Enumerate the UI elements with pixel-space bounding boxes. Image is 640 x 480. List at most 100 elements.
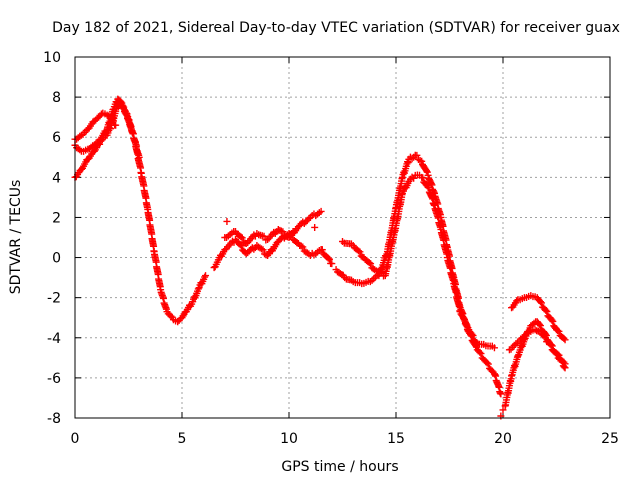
trace-mark <box>553 350 561 358</box>
trace-mark <box>476 348 484 356</box>
trace-mark <box>305 215 313 223</box>
trace-mark <box>299 243 307 251</box>
data-point <box>561 364 569 372</box>
trace-mark <box>548 316 556 324</box>
trace-mark <box>325 255 333 263</box>
trace-mark <box>108 116 116 124</box>
trace-mark <box>259 246 267 254</box>
trace-mark <box>468 330 476 338</box>
trace-mark <box>523 329 531 337</box>
trace-mark <box>483 359 491 367</box>
trace-mark <box>413 151 421 159</box>
x-axis-label: GPS time / hours <box>281 459 398 475</box>
y-tick-labels: -8 -6 -4 -2 0 2 4 6 8 10 <box>43 50 61 427</box>
trace-mark <box>460 314 468 322</box>
data-point <box>202 272 210 280</box>
data-point <box>499 406 507 414</box>
trace-mark <box>422 167 430 175</box>
data-point <box>531 326 539 334</box>
data-point <box>264 236 272 244</box>
y-tick-label: 4 <box>52 170 61 186</box>
trace-mark <box>260 232 268 240</box>
data-point <box>514 352 522 360</box>
trace-mark <box>355 247 363 255</box>
trace-mark <box>547 341 555 349</box>
y-tick-label: 10 <box>43 50 61 66</box>
trace-mark <box>365 259 373 267</box>
trace-mark <box>484 360 492 368</box>
y-tick-label: 0 <box>52 251 61 267</box>
y-tick-label: -6 <box>47 371 61 387</box>
trace-mark <box>237 233 245 241</box>
data-point <box>311 223 319 231</box>
data-points <box>71 95 569 420</box>
data-point <box>90 147 98 155</box>
x-tick-label: 25 <box>601 431 619 447</box>
data-point <box>328 260 336 268</box>
trace-mark <box>96 140 104 148</box>
data-point <box>497 390 505 398</box>
data-point <box>490 344 498 352</box>
trace-mark <box>542 306 550 314</box>
y-tick-label: -4 <box>47 331 61 347</box>
trace-mark <box>536 322 544 330</box>
y-tick-label: 6 <box>52 130 61 146</box>
trace-mark <box>408 155 416 163</box>
trace-mark <box>540 332 548 340</box>
trace-mark <box>117 98 125 106</box>
x-tick-labels: 0 5 10 15 20 25 <box>71 431 619 447</box>
data-point <box>97 137 105 145</box>
trace-mark <box>416 157 424 165</box>
trace-mark <box>518 341 526 349</box>
y-tick-label: 2 <box>52 210 61 226</box>
trace-mark <box>190 293 198 301</box>
trace-mark <box>423 168 431 176</box>
trace-mark <box>194 285 202 293</box>
x-tick-label: 20 <box>494 431 512 447</box>
data-point <box>561 336 569 344</box>
trace-mark <box>368 276 376 284</box>
trace-mark <box>297 242 305 250</box>
trace-mark <box>554 326 562 334</box>
data-point <box>112 121 120 129</box>
trace-mark <box>558 358 566 366</box>
trace-mark <box>538 299 546 307</box>
trace-mark <box>201 273 209 281</box>
trace-mark <box>552 349 560 357</box>
trace-mark <box>535 320 543 328</box>
trace-mark <box>244 249 252 257</box>
trace-mark <box>543 308 551 316</box>
trace-mark <box>318 246 326 254</box>
trace-mark <box>107 125 115 133</box>
y-axis-label: SDTVAR / TECUs <box>8 180 24 295</box>
trace-mark <box>469 332 477 340</box>
trace-mark <box>276 236 284 244</box>
y-tick-label: 8 <box>52 90 61 106</box>
trace-mark <box>536 298 544 306</box>
trace-mark <box>378 268 386 276</box>
trace-mark <box>549 317 557 325</box>
trace-mark <box>367 260 375 268</box>
trace-mark <box>560 363 568 371</box>
chart-title: Day 182 of 2021, Sidereal Day-to-day VTE… <box>52 20 620 36</box>
x-tick-label: 10 <box>280 431 298 447</box>
data-point <box>274 238 282 246</box>
trace-mark <box>541 333 549 341</box>
data-point <box>418 157 426 165</box>
trace-mark <box>300 219 308 227</box>
x-tick-label: 15 <box>387 431 405 447</box>
trace-mark <box>513 297 521 305</box>
trace-mark <box>324 254 332 262</box>
data-point <box>274 225 282 233</box>
trace-mark <box>118 99 126 107</box>
trace-mark <box>460 315 468 323</box>
trace-mark <box>76 146 84 154</box>
y-tick-label: -8 <box>47 411 61 427</box>
trace-mark <box>302 218 310 226</box>
trace-mark <box>167 312 175 320</box>
trace-mark <box>245 247 253 255</box>
data-point <box>223 217 231 225</box>
trace-mark <box>477 350 485 358</box>
axis-ticks <box>74 56 611 419</box>
trace-mark <box>419 174 427 182</box>
